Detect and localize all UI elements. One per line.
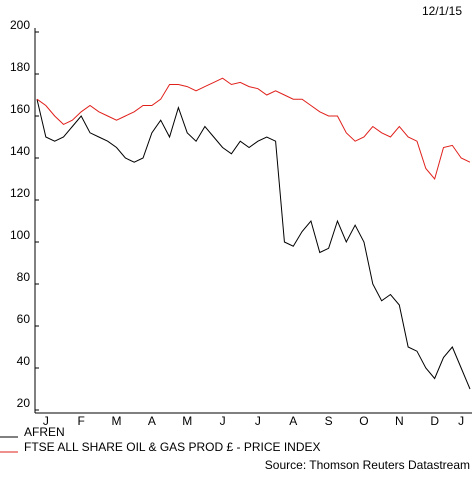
y-tick-label: 160 xyxy=(10,102,30,116)
y-tick-label: 140 xyxy=(10,144,30,158)
x-tick-label: D xyxy=(430,414,439,428)
y-tick-label: 100 xyxy=(10,228,30,242)
x-tick-label: J xyxy=(220,414,226,428)
legend-label: AFREN xyxy=(24,425,65,439)
x-tick-label: A xyxy=(148,414,156,428)
x-tick-label: M xyxy=(112,414,122,428)
source: Source: Thomson Reuters Datastream xyxy=(265,458,470,472)
x-tick-label: S xyxy=(325,414,333,428)
y-tick-label: 80 xyxy=(17,270,31,284)
x-tick-label: M xyxy=(182,414,192,428)
x-tick-label: J xyxy=(458,414,464,428)
y-tick-label: 180 xyxy=(10,60,30,74)
y-tick-label: 120 xyxy=(10,186,30,200)
series-line xyxy=(36,77,471,181)
x-tick-label: J xyxy=(255,414,261,428)
x-tick-label: N xyxy=(395,414,404,428)
y-tick-label: 60 xyxy=(17,312,31,326)
y-tick-label: 200 xyxy=(10,18,30,32)
x-tick-label: A xyxy=(289,414,297,428)
date: 12/1/15 xyxy=(422,4,462,18)
y-tick-label: 40 xyxy=(17,354,31,368)
x-tick-label: O xyxy=(359,414,368,428)
legend-label: FTSE ALL SHARE OIL & GAS PROD £ - PRICE … xyxy=(24,440,321,454)
x-tick-label: F xyxy=(78,414,85,428)
y-tick-label: 20 xyxy=(17,396,31,410)
series-line xyxy=(36,99,471,390)
x-tick-label: J xyxy=(43,414,49,428)
